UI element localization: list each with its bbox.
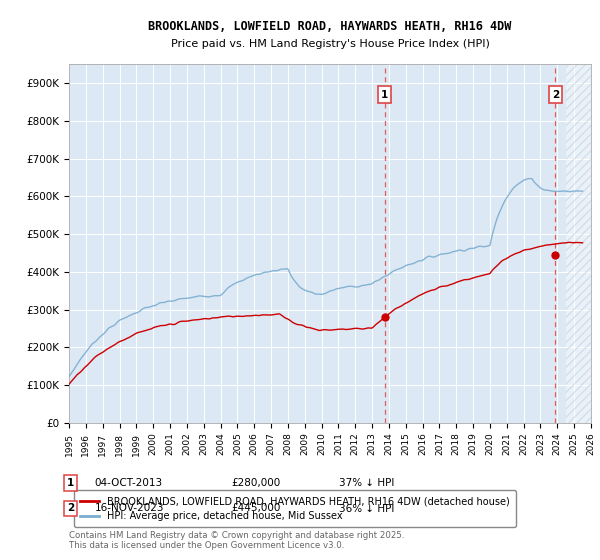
Text: £280,000: £280,000 xyxy=(231,478,280,488)
Bar xyxy=(566,64,591,423)
Text: 37% ↓ HPI: 37% ↓ HPI xyxy=(339,478,394,488)
Text: 04-OCT-2013: 04-OCT-2013 xyxy=(95,478,163,488)
Text: 2: 2 xyxy=(551,90,559,100)
Text: 1: 1 xyxy=(381,90,388,100)
Text: BROOKLANDS, LOWFIELD ROAD, HAYWARDS HEATH, RH16 4DW: BROOKLANDS, LOWFIELD ROAD, HAYWARDS HEAT… xyxy=(148,20,512,32)
Text: Price paid vs. HM Land Registry's House Price Index (HPI): Price paid vs. HM Land Registry's House … xyxy=(170,39,490,49)
Bar xyxy=(566,64,591,423)
Text: 36% ↓ HPI: 36% ↓ HPI xyxy=(339,503,394,514)
Text: Contains HM Land Registry data © Crown copyright and database right 2025.
This d: Contains HM Land Registry data © Crown c… xyxy=(69,530,404,550)
Text: £445,000: £445,000 xyxy=(231,503,280,514)
Text: 16-NOV-2023: 16-NOV-2023 xyxy=(95,503,164,514)
Text: 1: 1 xyxy=(67,478,74,488)
Legend: BROOKLANDS, LOWFIELD ROAD, HAYWARDS HEATH, RH16 4DW (detached house), HPI: Avera: BROOKLANDS, LOWFIELD ROAD, HAYWARDS HEAT… xyxy=(74,491,515,527)
Text: 2: 2 xyxy=(67,503,74,514)
